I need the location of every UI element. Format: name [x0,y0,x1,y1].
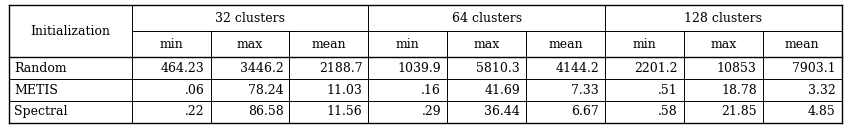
Text: 32 clusters: 32 clusters [215,12,285,25]
Text: max: max [710,38,736,51]
Text: 36.44: 36.44 [484,105,520,118]
Text: mean: mean [312,38,346,51]
Text: .16: .16 [422,84,441,97]
Text: 2201.2: 2201.2 [634,62,677,75]
Text: .51: .51 [658,84,677,97]
Text: min: min [159,38,183,51]
Text: Spectral: Spectral [14,105,68,118]
Text: 4144.2: 4144.2 [555,62,599,75]
Text: .22: .22 [185,105,205,118]
Text: 1039.9: 1039.9 [398,62,441,75]
Text: 5810.3: 5810.3 [476,62,520,75]
Text: 3446.2: 3446.2 [240,62,284,75]
Text: 86.58: 86.58 [247,105,284,118]
Text: mean: mean [548,38,583,51]
Text: Random: Random [14,62,67,75]
Text: 11.03: 11.03 [326,84,362,97]
Text: 2188.7: 2188.7 [319,62,362,75]
Text: 21.85: 21.85 [721,105,756,118]
Text: 41.69: 41.69 [484,84,520,97]
Text: 10853: 10853 [717,62,756,75]
Text: 464.23: 464.23 [161,62,205,75]
Text: max: max [473,38,500,51]
Text: 64 clusters: 64 clusters [451,12,522,25]
Text: 128 clusters: 128 clusters [684,12,762,25]
Text: METIS: METIS [14,84,59,97]
Text: Initialization: Initialization [30,25,110,38]
Text: 78.24: 78.24 [248,84,284,97]
Text: 6.67: 6.67 [571,105,599,118]
Text: 18.78: 18.78 [721,84,756,97]
Text: mean: mean [785,38,819,51]
Text: 11.56: 11.56 [326,105,362,118]
Text: .29: .29 [422,105,441,118]
Text: 3.32: 3.32 [808,84,836,97]
Text: min: min [632,38,656,51]
Text: .06: .06 [184,84,205,97]
Text: max: max [237,38,264,51]
Text: 7903.1: 7903.1 [792,62,836,75]
Text: 7.33: 7.33 [571,84,599,97]
Text: min: min [396,38,420,51]
Text: 4.85: 4.85 [808,105,836,118]
Text: .58: .58 [658,105,677,118]
